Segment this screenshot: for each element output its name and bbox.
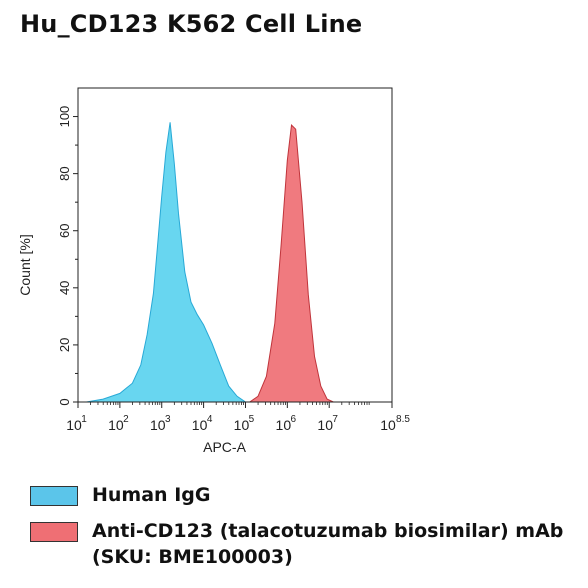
x-tick-exponent: 2 — [123, 414, 129, 425]
x-tick-label: 10 — [317, 417, 333, 433]
x-tick-exponent: 6 — [291, 414, 297, 425]
y-tick-label: 100 — [57, 106, 72, 128]
y-tick-label: 0 — [57, 398, 72, 405]
x-tick-label: 10 — [276, 417, 292, 433]
legend-swatch-anti-cd123 — [30, 522, 78, 542]
legend-item-anti-cd123: Anti-CD123 (talacotuzumab biosimilar) mA… — [30, 518, 572, 570]
legend-label-human-igg: Human IgG — [92, 484, 211, 506]
x-tick-label: 10 — [380, 417, 396, 433]
series-layer — [86, 122, 334, 403]
x-tick-exponent: 7 — [332, 414, 338, 425]
y-tick-label: 80 — [57, 166, 72, 180]
x-tick-label: 10 — [150, 417, 166, 433]
y-axis-label: Count [%] — [17, 234, 33, 295]
x-tick-label: 10 — [108, 417, 124, 433]
series-area-1 — [248, 124, 334, 403]
legend: Human IgG Anti-CD123 (talacotuzumab bios… — [30, 482, 572, 580]
x-axis-ticks: 10 1 10 2 10 3 10 4 10 5 10 6 10 7 10 8.5 — [66, 402, 410, 433]
x-tick-label: 10 — [192, 417, 208, 433]
series-area-0 — [86, 122, 248, 403]
legend-label-anti-cd123: Anti-CD123 (talacotuzumab biosimilar) mA… — [92, 520, 564, 568]
y-axis-ticks: 0 20 40 60 80 100 — [57, 106, 78, 406]
x-tick-exponent: 4 — [207, 414, 213, 425]
y-tick-label: 40 — [57, 281, 72, 295]
plot-frame — [77, 87, 393, 403]
legend-item-human-igg: Human IgG — [30, 482, 572, 508]
legend-swatch-human-igg — [30, 486, 78, 506]
x-tick-label: 10 — [66, 417, 82, 433]
x-tick-exponent: 8.5 — [396, 414, 410, 425]
x-axis-label: APC-A — [203, 439, 246, 455]
x-tick-exponent: 5 — [249, 414, 255, 425]
x-tick-label: 10 — [234, 417, 250, 433]
x-tick-exponent: 3 — [165, 414, 171, 425]
y-tick-label: 60 — [57, 223, 72, 237]
y-tick-label: 20 — [57, 338, 72, 352]
x-tick-exponent: 1 — [81, 414, 87, 425]
chart-title: Hu_CD123 K562 Cell Line — [20, 10, 363, 38]
